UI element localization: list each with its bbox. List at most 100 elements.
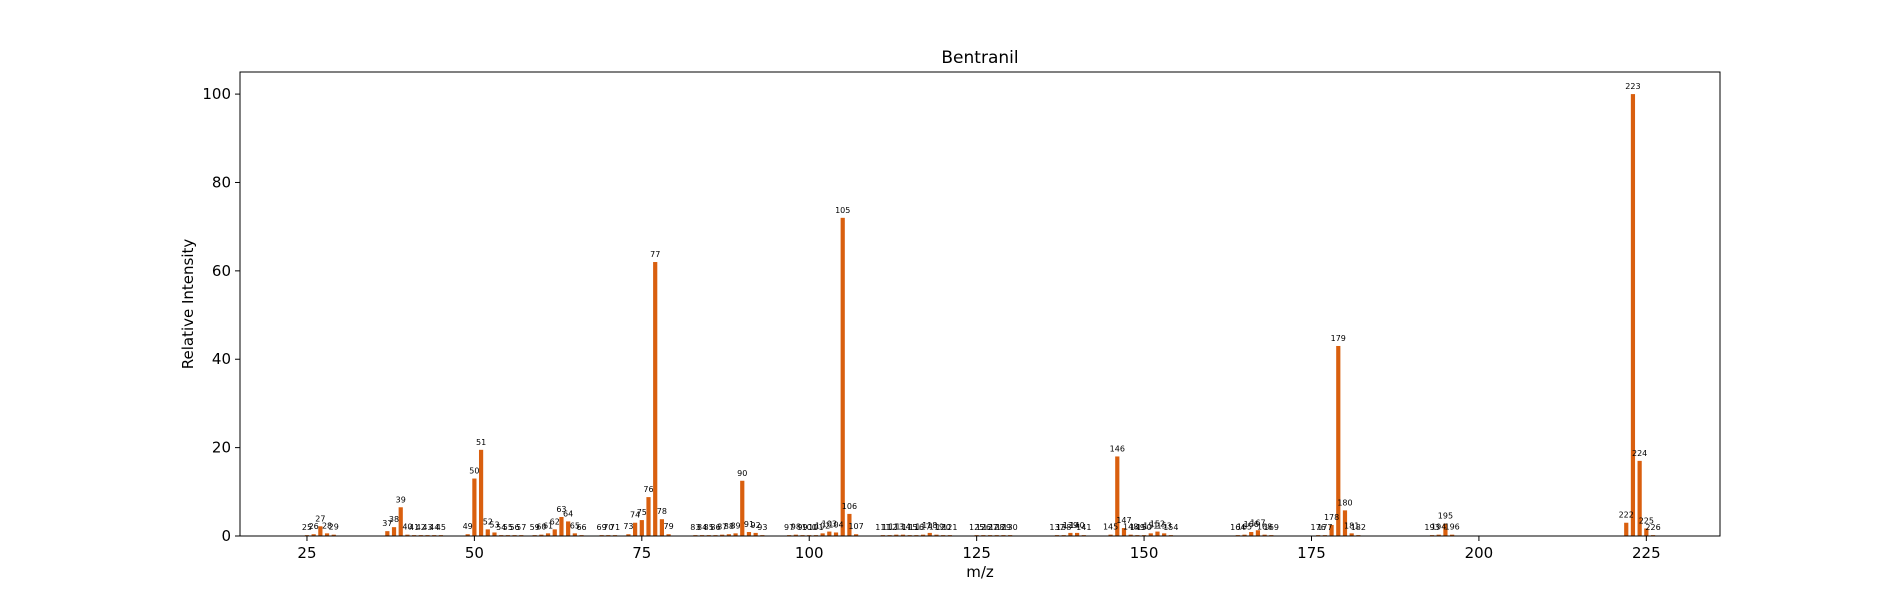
peak-label-85: 85 (704, 523, 714, 532)
peak-bar-37 (385, 531, 390, 536)
peak-label-69: 69 (597, 523, 607, 532)
peak-label-147: 147 (1116, 516, 1131, 525)
peak-label-114: 114 (895, 523, 910, 532)
peak-bar-225 (1644, 528, 1649, 536)
peak-label-102: 102 (815, 521, 830, 530)
peak-bar-79 (666, 534, 671, 536)
peak-label-63: 63 (556, 505, 566, 514)
x-tick-label-200: 200 (1465, 544, 1494, 562)
peak-label-73: 73 (623, 522, 633, 531)
peak-bar-88 (726, 534, 731, 536)
peak-label-140: 140 (1069, 521, 1084, 530)
peak-bar-114 (900, 534, 906, 536)
peak-label-119: 119 (929, 523, 944, 532)
peak-label-179: 179 (1331, 334, 1346, 343)
peak-label-57: 57 (516, 523, 526, 532)
chart-title: Bentranil (941, 48, 1018, 68)
plot-frame (239, 71, 1721, 537)
x-axis: 25 50 75 100 125 150 175 200 225 (297, 536, 1661, 562)
peak-label-223: 223 (1625, 82, 1640, 91)
peak-bar-148 (1128, 534, 1133, 536)
peak-label-120: 120 (936, 523, 951, 532)
peak-bar-26 (311, 534, 316, 536)
peak-bar-64 (566, 521, 571, 536)
peak-label-49: 49 (463, 522, 473, 531)
peak-bar-89 (733, 533, 738, 536)
peak-label-176: 176 (1311, 523, 1326, 532)
peak-label-151: 151 (1143, 521, 1158, 530)
peak-label-40: 40 (402, 523, 412, 532)
peak-label-83: 83 (690, 523, 700, 532)
peak-label-28: 28 (322, 521, 332, 530)
peak-bar-105 (840, 217, 845, 537)
peak-label-137: 137 (1049, 523, 1064, 532)
peak-label-112: 112 (882, 523, 897, 532)
peak-bar-152 (1155, 531, 1160, 536)
peak-label-86: 86 (710, 523, 720, 532)
peak-bar-40 (405, 534, 410, 536)
peak-label-45: 45 (436, 523, 446, 532)
peak-bar-50 (472, 478, 477, 536)
peak-bar-224 (1637, 460, 1642, 536)
peak-label-65: 65 (570, 521, 580, 530)
peak-label-25: 25 (302, 523, 312, 532)
peak-bar-139 (1068, 532, 1073, 536)
peak-bar-63 (559, 516, 564, 536)
peak-bar-103 (827, 531, 832, 536)
peak-label-70: 70 (603, 523, 613, 532)
peak-label-177: 177 (1317, 523, 1332, 532)
peak-label-37: 37 (382, 519, 392, 528)
peak-label-60: 60 (536, 523, 546, 532)
peak-label-97: 97 (784, 523, 794, 532)
peak-label-98: 98 (791, 523, 801, 532)
peak-label-126: 126 (976, 523, 991, 532)
peak-label-178: 178 (1324, 513, 1339, 522)
peak-bar-181 (1349, 533, 1354, 536)
peak-label-118: 118 (922, 521, 937, 530)
peak-label-153: 153 (1157, 521, 1172, 530)
x-axis-label: m/z (966, 563, 994, 581)
x-tick-label-50: 50 (465, 544, 484, 562)
peak-bar-77 (653, 262, 658, 536)
peak-label-84: 84 (697, 523, 707, 532)
peak-label-125: 125 (969, 523, 984, 532)
peak-label-181: 181 (1344, 521, 1359, 530)
peak-bar-51 (478, 449, 484, 536)
peak-bar-194 (1436, 534, 1441, 536)
peak-label-26: 26 (309, 522, 319, 531)
peak-label-93: 93 (757, 523, 767, 532)
peak-label-226: 226 (1645, 523, 1660, 532)
peak-label-224: 224 (1632, 449, 1647, 458)
peak-label-148: 148 (1123, 523, 1138, 532)
peak-bar-75 (639, 520, 644, 536)
peak-bar-52 (485, 529, 490, 536)
peak-label-52: 52 (483, 517, 493, 526)
peak-label-154: 154 (1163, 523, 1178, 532)
peak-bar-166 (1249, 532, 1254, 536)
peak-bar-178 (1329, 524, 1334, 536)
peak-bar-180 (1342, 510, 1348, 536)
peak-bar-38 (391, 527, 397, 536)
peak-bar-117 (920, 534, 926, 536)
x-tick-label-25: 25 (297, 544, 316, 562)
x-tick-label-125: 125 (962, 544, 991, 562)
peak-bar-62 (552, 529, 557, 536)
y-tick-label-0: 0 (221, 527, 231, 545)
peak-label-79: 79 (664, 522, 674, 531)
peak-label-53: 53 (489, 520, 499, 529)
peak-bar-29 (331, 534, 336, 536)
peak-bar-65 (572, 533, 577, 536)
peak-label-56: 56 (509, 523, 519, 532)
y-tick-label-20: 20 (212, 439, 231, 457)
peak-label-99: 99 (797, 523, 807, 532)
peak-label-66: 66 (576, 523, 586, 532)
peak-bar-151 (1148, 533, 1153, 536)
peak-label-101: 101 (808, 523, 823, 532)
peak-bar-147 (1121, 528, 1127, 536)
peak-label-116: 116 (909, 523, 924, 532)
peak-label-89: 89 (730, 521, 740, 530)
peak-label-41: 41 (409, 523, 419, 532)
peak-label-225: 225 (1639, 516, 1654, 525)
peak-bar-222 (1624, 522, 1629, 536)
